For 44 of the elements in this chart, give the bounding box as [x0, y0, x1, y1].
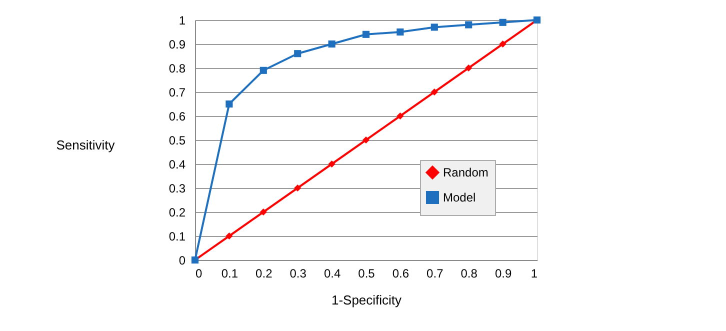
point: [226, 100, 233, 108]
x-tick-label: 0.3: [290, 266, 307, 280]
legend-label: Model: [443, 190, 476, 204]
x-tick-label: 0.1: [221, 266, 238, 280]
point: [328, 160, 336, 168]
y-tick-label: 0.7: [168, 86, 186, 100]
y-tick-label: 0.2: [168, 206, 186, 220]
point: [294, 184, 302, 192]
point: [465, 21, 472, 28]
point: [226, 232, 233, 240]
point: [362, 30, 370, 38]
x-axis-title: 1-Specificity: [331, 292, 402, 308]
x-tick-label: 1: [530, 266, 538, 280]
y-tick-label: 0.9: [168, 38, 186, 52]
x-tick-label: 0: [196, 266, 202, 280]
y-tick-label: 1: [178, 14, 186, 28]
point: [260, 208, 267, 216]
point: [499, 40, 506, 48]
point: [362, 136, 370, 144]
legend-label: Random: [443, 166, 488, 180]
y-axis-title: Sensitivity: [56, 138, 116, 152]
x-tick-label: 0.9: [494, 266, 512, 280]
y-tick-label: 0: [178, 254, 186, 268]
x-tick-label: 0.6: [392, 266, 410, 280]
point: [396, 28, 404, 36]
y-tick-label: 0.3: [168, 182, 186, 196]
y-tick-label: 0.4: [168, 158, 186, 172]
x-tick-label: 0.7: [426, 266, 444, 280]
point: [499, 18, 506, 26]
x-tick-label: 0.2: [256, 266, 273, 280]
y-tick-label: 0.1: [168, 230, 186, 244]
point: [430, 24, 438, 31]
x-tick-label: 0.8: [460, 266, 478, 280]
point: [465, 64, 472, 72]
y-tick-label: 0.6: [168, 110, 186, 124]
point: [260, 66, 267, 74]
point: [328, 40, 336, 48]
y-tick-label: 0.5: [168, 134, 186, 148]
point: [430, 88, 438, 96]
y-tick-label: 0.8: [168, 62, 186, 76]
point: [294, 50, 302, 58]
point: [396, 112, 404, 120]
x-tick-label: 0.4: [324, 266, 341, 280]
x-tick-label: 0.5: [358, 266, 376, 280]
